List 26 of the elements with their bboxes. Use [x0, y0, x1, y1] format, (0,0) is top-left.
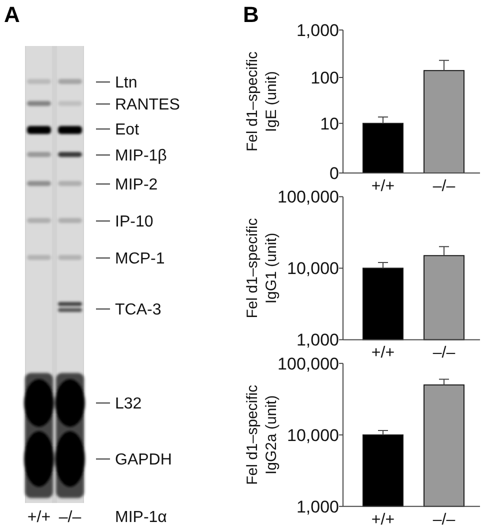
y-tick-label: 100,000 [278, 188, 339, 207]
y-tick-label: 1,000 [296, 497, 339, 516]
text: RANTES [115, 96, 180, 114]
y-tick-label: 10,000 [287, 426, 339, 445]
text: L32 [115, 396, 142, 412]
text: Ltn [115, 74, 138, 92]
text: MIP-1β [115, 148, 167, 164]
y-tick-label: 100,000 [278, 354, 339, 374]
text: Eot [115, 122, 140, 138]
y-tick-label: 1,000 [296, 330, 339, 350]
chart-title: B [243, 2, 259, 27]
y-tick-label: 10 [320, 114, 339, 134]
text: GAPDH [115, 452, 172, 468]
y-tick-label: 100 [310, 68, 339, 88]
y-tick-label: 1,000 [296, 21, 339, 40]
y-axis-title: Fel d1–specific IgG2a (unit) [244, 384, 280, 485]
text: A [4, 2, 20, 27]
y-tick-label: 0 [330, 164, 339, 183]
y-axis-title: Fel d1–specific IgG1 (unit) [244, 218, 280, 318]
y-axis-title: Fel d1–specific IgE (unit) [244, 50, 280, 152]
text: MIP-2 [115, 176, 158, 194]
y-tick-label: 10,000 [287, 259, 339, 278]
text: IP-10 [115, 214, 154, 230]
text: MCP-1 [115, 250, 165, 268]
text: MIP-1α [115, 509, 167, 526]
text: TCA-3 [115, 302, 162, 318]
